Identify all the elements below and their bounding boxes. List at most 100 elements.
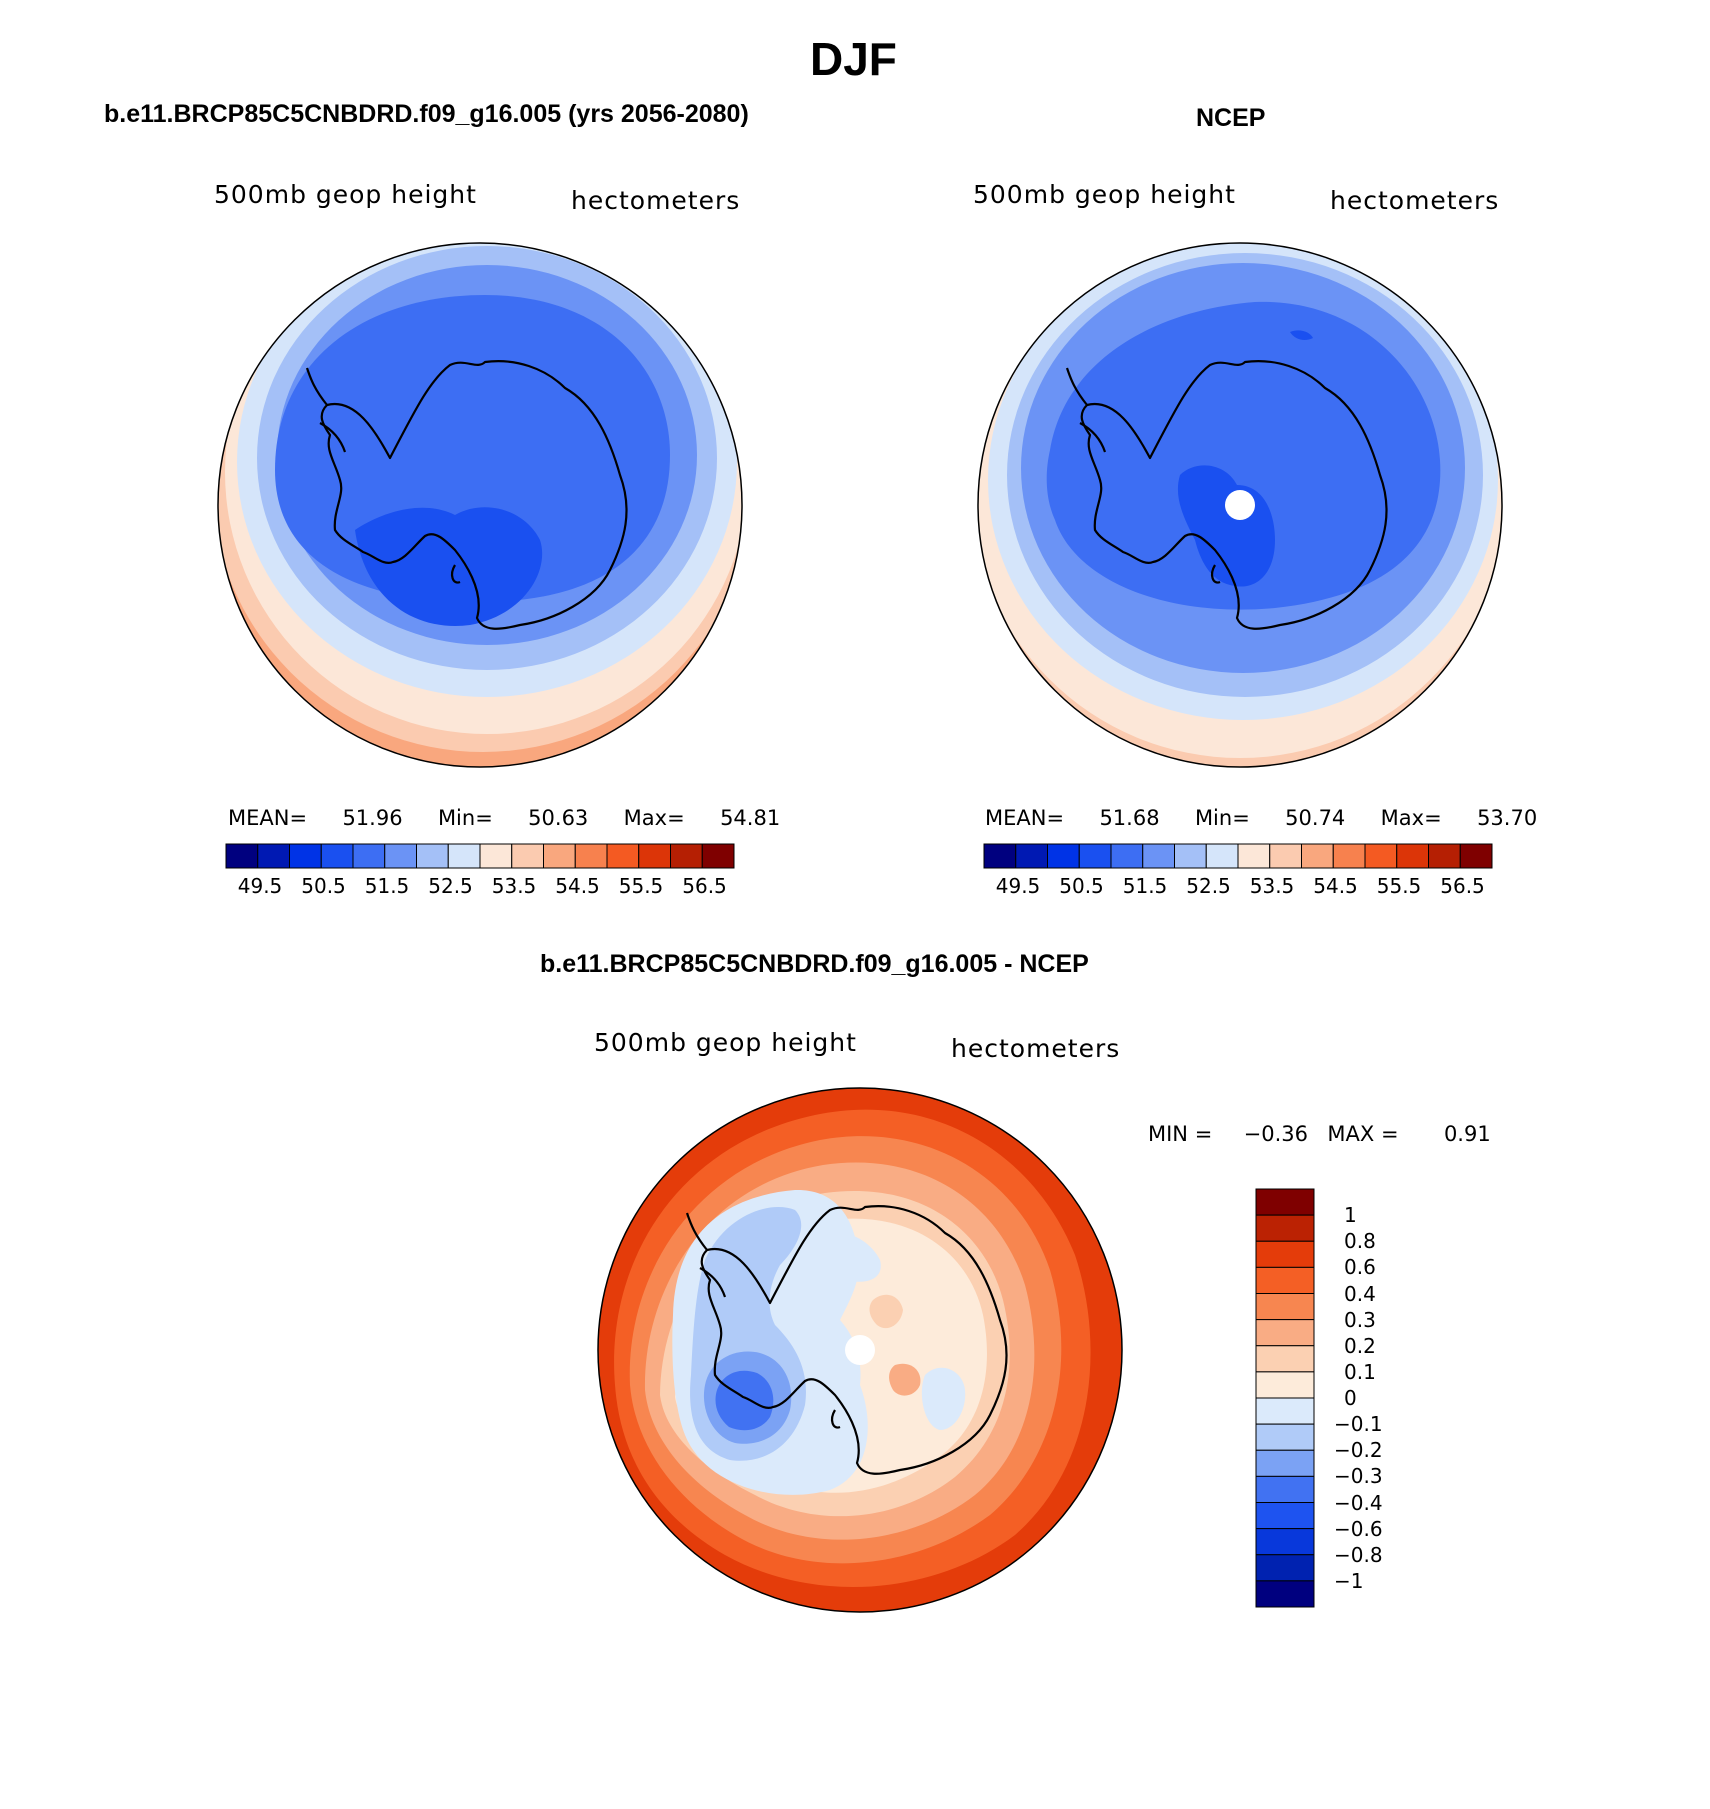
obs-polar-map (977, 242, 1503, 768)
model-units-label: hectometers (571, 186, 741, 215)
diff-min-value: −0.36 (1243, 1122, 1309, 1146)
diff-colorbar-swatch (1255, 1423, 1315, 1451)
obs-colorbar-swatch (1269, 843, 1302, 869)
diff-colorbar-swatch (1255, 1475, 1315, 1503)
model-max-label: Max= (623, 806, 685, 830)
model-min-value: 50.63 (528, 806, 589, 830)
obs-colorbar-swatch (1459, 843, 1493, 869)
model-colorbar-tick-label: 53.5 (491, 874, 537, 898)
diff-colorbar-swatch (1255, 1449, 1315, 1477)
diff-colorbar-tick-label: 1 (1344, 1203, 1357, 1228)
diff-map-border (597, 1087, 1123, 1613)
model-variable-label: 500mb geop height (214, 180, 477, 209)
diff-colorbar-tick-label: −0.3 (1334, 1464, 1383, 1489)
diff-colorbar-swatch (1255, 1345, 1315, 1373)
diff-colorbar (1255, 1188, 1315, 1608)
diff-units-label: hectometers (951, 1034, 1121, 1063)
model-map-border (217, 242, 743, 768)
model-min-label: Min= (437, 806, 493, 830)
obs-map-border (977, 242, 1503, 768)
diff-max-value: 0.91 (1443, 1122, 1491, 1146)
obs-mean-value: 51.68 (1099, 806, 1160, 830)
model-colorbar-swatch (352, 843, 386, 869)
obs-colorbar-swatch (1301, 843, 1334, 869)
diff-colorbar-tick-label: −1 (1334, 1568, 1364, 1593)
model-colorbar-swatch (543, 843, 576, 869)
obs-colorbar-tick-label: 56.5 (1440, 874, 1485, 898)
diff-colorbar-tick-label: −0.6 (1334, 1516, 1383, 1541)
diff-colorbar-swatch (1255, 1554, 1315, 1582)
model-colorbar-ticks: 49.5 50.5 51.5 52.5 53.5 54.5 55.5 56.5 (225, 874, 735, 900)
obs-colorbar-swatch (1237, 843, 1271, 869)
model-colorbar-tick-label: 51.5 (364, 874, 410, 898)
model-colorbar-swatch (638, 843, 671, 869)
diff-colorbar-tick-label: −0.1 (1334, 1412, 1383, 1437)
diff-colorbar-tick-label: −0.2 (1334, 1438, 1383, 1463)
model-polar-map (217, 242, 743, 768)
diff-colorbar-tick-label: 0.4 (1344, 1281, 1376, 1306)
diff-colorbar-tick-label: 0.8 (1344, 1229, 1376, 1254)
obs-variable-label: 500mb geop height (973, 180, 1236, 209)
model-colorbar-swatch (289, 843, 322, 869)
model-colorbar-swatch (384, 843, 417, 869)
obs-colorbar-swatch (1364, 843, 1398, 869)
model-colorbar (225, 843, 735, 869)
obs-colorbar-swatch (1015, 843, 1048, 869)
obs-min-value: 50.74 (1285, 806, 1346, 830)
obs-colorbar-swatch (1110, 843, 1144, 869)
diff-colorbar-swatch (1255, 1502, 1315, 1530)
diff-colorbar-tick-label: −0.8 (1334, 1542, 1383, 1567)
figure-title: DJF (810, 33, 897, 85)
diff-colorbar-tick-label: −0.4 (1334, 1490, 1383, 1515)
diff-colorbar-swatch (1255, 1240, 1315, 1268)
diff-colorbar-swatch (1255, 1188, 1315, 1216)
diff-colorbar-swatch (1255, 1528, 1315, 1556)
diff-coastline (685, 1205, 1008, 1475)
obs-panel-title: NCEP (1196, 104, 1266, 132)
model-colorbar-swatch (606, 843, 640, 869)
model-colorbar-swatch (447, 843, 481, 869)
obs-colorbar-swatch (1428, 843, 1461, 869)
obs-max-value: 53.70 (1477, 806, 1538, 830)
obs-colorbar-ticks: 49.5 50.5 51.5 52.5 53.5 54.5 55.5 56.5 (983, 874, 1493, 900)
obs-colorbar-swatch (1332, 843, 1366, 869)
obs-colorbar-swatch (1078, 843, 1112, 869)
obs-colorbar (983, 843, 1493, 869)
obs-colorbar-swatch (1047, 843, 1080, 869)
diff-max-label: MAX = (1327, 1122, 1399, 1146)
diff-colorbar-swatch (1255, 1293, 1315, 1321)
model-contour-fill (218, 243, 742, 767)
obs-colorbar-tick-label: 50.5 (1059, 874, 1104, 898)
obs-units-label: hectometers (1330, 186, 1500, 215)
obs-colorbar-tick-label: 52.5 (1186, 874, 1231, 898)
model-colorbar-tick-label: 54.5 (555, 874, 600, 898)
diff-polar-map (597, 1087, 1123, 1613)
diff-colorbar-tick-label: 0 (1344, 1386, 1357, 1410)
obs-colorbar-tick-label: 49.5 (995, 874, 1041, 898)
diff-colorbar-swatch (1255, 1397, 1315, 1425)
obs-colorbar-swatch (1142, 843, 1175, 869)
diff-contour-fill (598, 1088, 1122, 1612)
diff-pole-missing-data (845, 1335, 875, 1365)
diff-variable-label: 500mb geop height (594, 1028, 857, 1057)
diff-colorbar-swatch (1255, 1580, 1315, 1608)
diff-panel-title: b.e11.BRCP85C5CNBDRD.f09_g16.005 - NCEP (540, 950, 1089, 978)
obs-stats: MEAN= 51.68 Min= 50.74 Max= 53.70 (985, 806, 1537, 830)
obs-colorbar-swatch (1174, 843, 1207, 869)
obs-colorbar-tick-label: 55.5 (1376, 874, 1422, 898)
model-colorbar-swatch (701, 843, 735, 869)
model-colorbar-swatch (320, 843, 354, 869)
diff-min-label: MIN = (1148, 1122, 1213, 1146)
model-panel-title: b.e11.BRCP85C5CNBDRD.f09_g16.005 (yrs 20… (104, 100, 749, 128)
model-colorbar-tick-label: 56.5 (682, 874, 727, 898)
obs-colorbar-tick-label: 51.5 (1122, 874, 1168, 898)
model-mean-label: MEAN= (228, 806, 308, 830)
diff-stats: MIN = −0.36 MAX = 0.91 (1148, 1122, 1491, 1146)
obs-mean-label: MEAN= (985, 806, 1065, 830)
diff-colorbar-tick-label: 0.1 (1344, 1359, 1376, 1384)
diff-colorbar-ticks: 1 0.8 0.6 0.4 0.3 0.2 0.1 0 −0.1 −0.2 −0.3 −0.4 −0.6… (1330, 1188, 1430, 1608)
model-colorbar-tick-label: 50.5 (301, 874, 346, 898)
diff-colorbar-swatch (1255, 1266, 1315, 1294)
model-colorbar-swatch (511, 843, 544, 869)
model-mean-value: 51.96 (342, 806, 403, 830)
